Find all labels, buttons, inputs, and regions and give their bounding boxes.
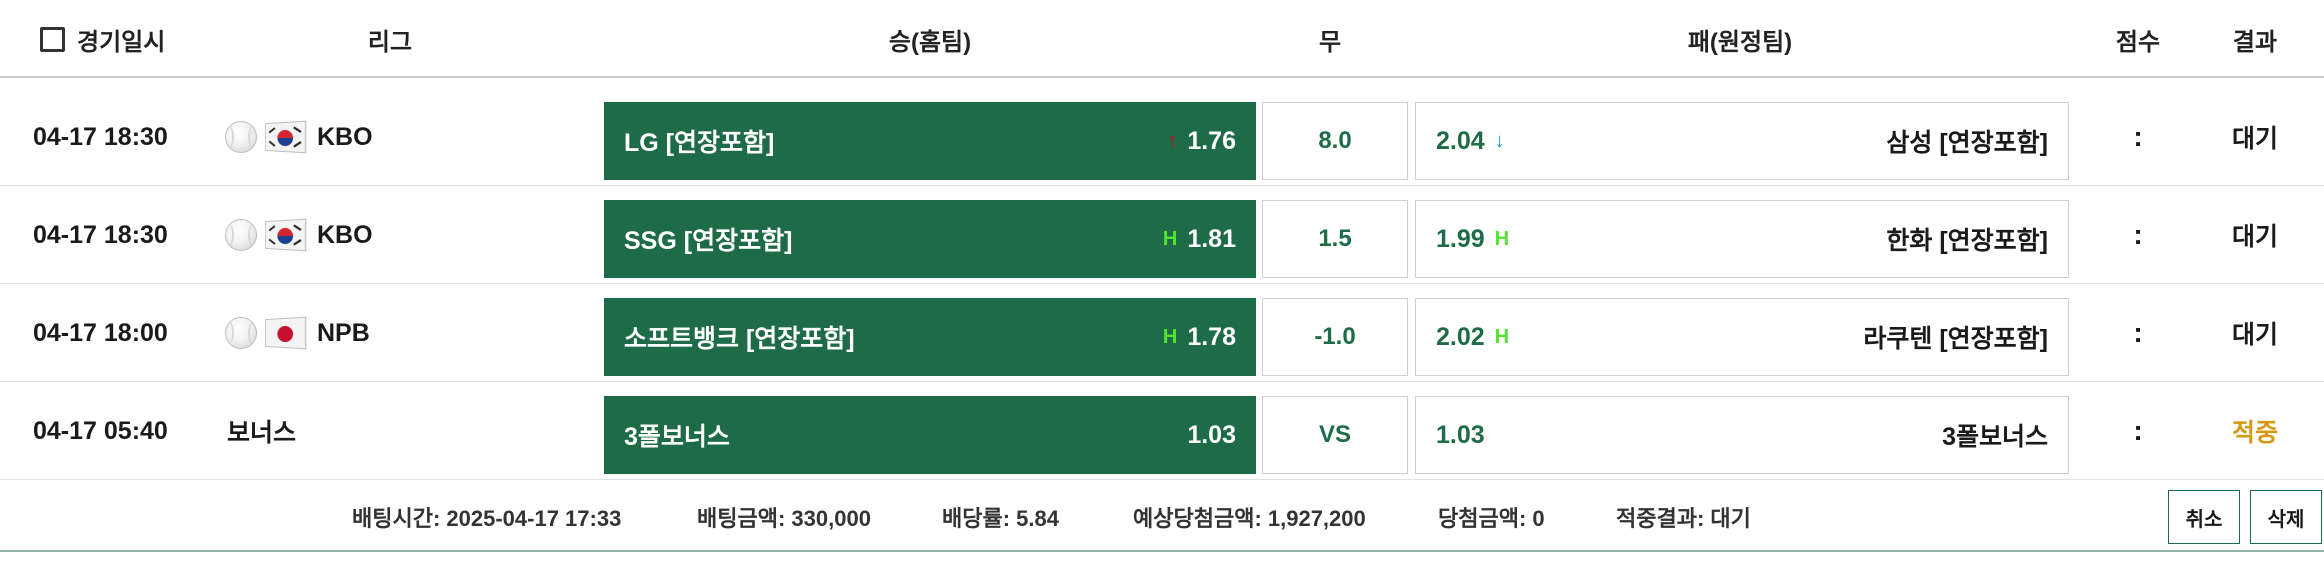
game-date: 04-17 18:00	[33, 318, 168, 347]
header-date-cell: 경기일시	[40, 0, 165, 78]
league-name: KBO	[317, 220, 373, 249]
bet-odds: 배당률: 5.84	[942, 506, 1059, 531]
baseball-icon	[225, 121, 257, 153]
away-team-name: 한화 [연장포함]	[1886, 227, 2048, 255]
arrow-up-icon: ↑	[1167, 129, 1178, 152]
japan-flag-icon	[265, 316, 307, 350]
home-odds: 1.81	[1187, 224, 1236, 253]
league-name: KBO	[317, 122, 373, 151]
game-date: 04-17 18:30	[33, 220, 168, 249]
league-cell: 보너스	[225, 382, 296, 480]
hit-result: 적중결과: 대기	[1616, 506, 1751, 531]
header-away-label: 패(원정팀)	[1687, 28, 1793, 56]
away-bet-button[interactable]: 2.04 ↓ 삼성 [연장포함]	[1415, 102, 2069, 180]
game-result: 대기	[2231, 321, 2278, 349]
home-odds: 1.76	[1187, 126, 1236, 155]
game-row: 04-17 18:30 KBO LG [연장포함] ↑ 1.76 8.0 2.0…	[0, 88, 2324, 186]
away-odds: 2.04	[1436, 126, 1485, 155]
table-header: 경기일시 리그 승(홈팀) 무 패(원정팀) 점수 결과	[0, 0, 2324, 78]
south-korea-flag-icon	[265, 218, 307, 252]
header-league-label: 리그	[367, 28, 413, 56]
win-amount: 당첨금액: 0	[1438, 506, 1545, 531]
draw-bet-button[interactable]: 1.5	[1262, 200, 1408, 278]
handicap-icon: H	[1162, 227, 1178, 250]
away-odds: 2.02	[1436, 322, 1485, 351]
home-team-name: SSG [연장포함]	[624, 227, 793, 255]
away-bet-button[interactable]: 2.02 H 라쿠텐 [연장포함]	[1415, 298, 2069, 376]
away-team-name: 삼성 [연장포함]	[1886, 129, 2048, 157]
select-all-checkbox[interactable]	[40, 26, 65, 52]
game-date: 04-17 05:40	[33, 416, 168, 445]
delete-button[interactable]: 삭제	[2250, 490, 2322, 544]
game-score: :	[2133, 415, 2143, 446]
arrow-down-icon: ↓	[1494, 129, 1505, 152]
away-odds: 1.03	[1436, 420, 1485, 449]
cancel-button[interactable]: 취소	[2168, 490, 2240, 544]
league-name: 보너스	[227, 419, 297, 447]
game-score: :	[2133, 219, 2143, 250]
league-name: NPB	[317, 318, 370, 347]
game-score: :	[2133, 317, 2143, 348]
handicap-icon: H	[1494, 325, 1510, 348]
game-result: 대기	[2231, 223, 2278, 251]
game-row: 04-17 18:30 KBO SSG [연장포함] H 1.81 1.5 1.…	[0, 186, 2324, 284]
league-cell: NPB	[225, 284, 370, 382]
header-result-label: 결과	[2232, 28, 2278, 56]
away-bet-button[interactable]: 1.99 H 한화 [연장포함]	[1415, 200, 2069, 278]
home-bet-button[interactable]: 3폴보너스 1.03	[604, 396, 1256, 474]
game-score: :	[2133, 121, 2143, 152]
home-bet-button[interactable]: LG [연장포함] ↑ 1.76	[604, 102, 1256, 180]
header-date-label: 경기일시	[77, 28, 166, 56]
home-odds: 1.78	[1187, 322, 1236, 351]
home-team-name: LG [연장포함]	[624, 129, 775, 157]
away-bet-button[interactable]: 1.03 3폴보너스	[1415, 396, 2069, 474]
bet-summary-footer: 배팅시간: 2025-04-17 17:33 배팅금액: 330,000 배당률…	[0, 482, 2324, 552]
home-odds: 1.03	[1187, 420, 1236, 449]
bet-amount: 배팅금액: 330,000	[697, 506, 871, 531]
game-result: 대기	[2231, 125, 2278, 153]
handicap-icon: H	[1162, 325, 1178, 348]
bet-time: 배팅시간: 2025-04-17 17:33	[352, 506, 622, 531]
header-home-label: 승(홈팀)	[888, 28, 972, 56]
home-team-name: 3폴보너스	[624, 423, 730, 451]
draw-bet-button[interactable]: 8.0	[1262, 102, 1408, 180]
away-team-name: 라쿠텐 [연장포함]	[1863, 325, 2048, 353]
home-team-name: 소프트뱅크 [연장포함]	[624, 325, 855, 353]
south-korea-flag-icon	[265, 120, 307, 154]
handicap-icon: H	[1494, 227, 1510, 250]
game-row: 04-17 18:00 NPB 소프트뱅크 [연장포함] H 1.78 -1.0…	[0, 284, 2324, 382]
game-row: 04-17 05:40 보너스 3폴보너스 1.03 VS 1.03 3폴보너스…	[0, 382, 2324, 480]
league-cell: KBO	[225, 186, 373, 284]
away-team-name: 3폴보너스	[1942, 423, 2048, 451]
expected-win-amount: 예상당첨금액: 1,927,200	[1133, 506, 1366, 531]
draw-bet-button[interactable]: VS	[1262, 396, 1408, 474]
header-score-label: 점수	[2115, 28, 2161, 56]
baseball-icon	[225, 219, 257, 251]
home-bet-button[interactable]: 소프트뱅크 [연장포함] H 1.78	[604, 298, 1256, 376]
baseball-icon	[225, 317, 257, 349]
draw-bet-button[interactable]: -1.0	[1262, 298, 1408, 376]
header-draw-label: 무	[1318, 28, 1342, 56]
home-bet-button[interactable]: SSG [연장포함] H 1.81	[604, 200, 1256, 278]
away-odds: 1.99	[1436, 224, 1485, 253]
league-cell: KBO	[225, 88, 373, 186]
game-date: 04-17 18:30	[33, 122, 168, 151]
game-result: 적중	[2231, 419, 2278, 447]
